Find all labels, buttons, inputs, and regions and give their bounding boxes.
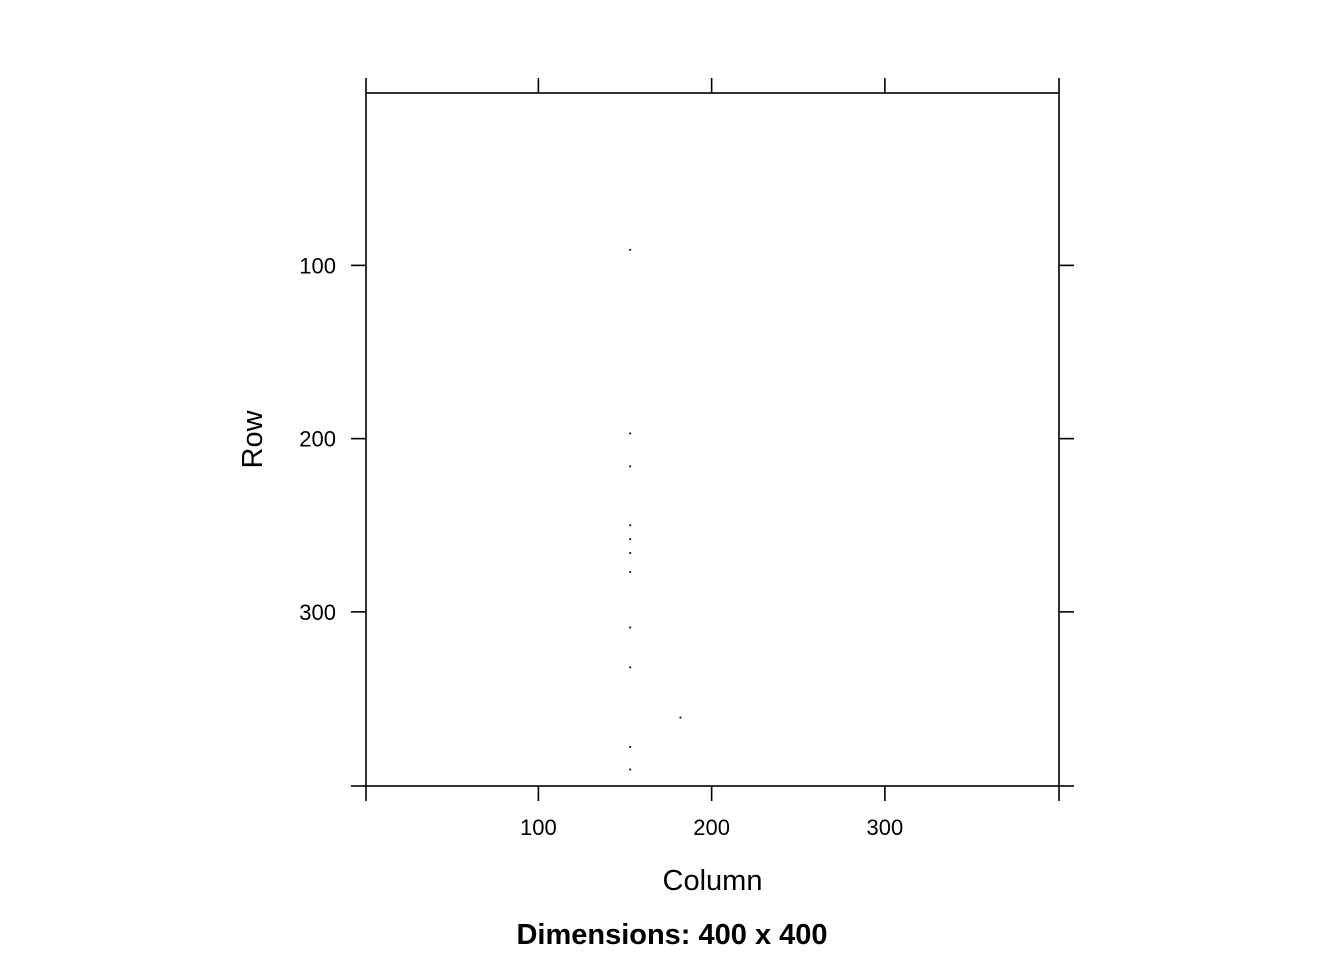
chart-caption: Dimensions: 400 x 400 [516,919,827,951]
data-point [629,248,632,251]
data-point [629,626,632,629]
y-tick-label: 300 [299,600,336,625]
data-point [629,538,632,541]
data-point [629,571,632,573]
data-points [629,248,682,771]
x-tick-label: 100 [520,815,557,840]
x-axis-title: Column [663,865,763,897]
axis-ticks [351,78,1074,801]
plot-panel [365,92,1060,787]
x-tick-label: 300 [867,815,904,840]
y-tick-label: 100 [299,253,336,278]
data-point [629,768,632,771]
data-point [629,524,632,527]
y-axis-title: Row [237,409,269,468]
data-point [629,746,632,748]
data-point [629,666,632,669]
data-point [629,432,632,435]
y-tick-label: 200 [299,427,336,452]
data-point [629,552,632,554]
data-point [629,465,632,468]
data-point [679,716,682,719]
axis-tick-labels: 100 200 300 100 200 300 [299,253,903,840]
x-tick-label: 200 [693,815,730,840]
